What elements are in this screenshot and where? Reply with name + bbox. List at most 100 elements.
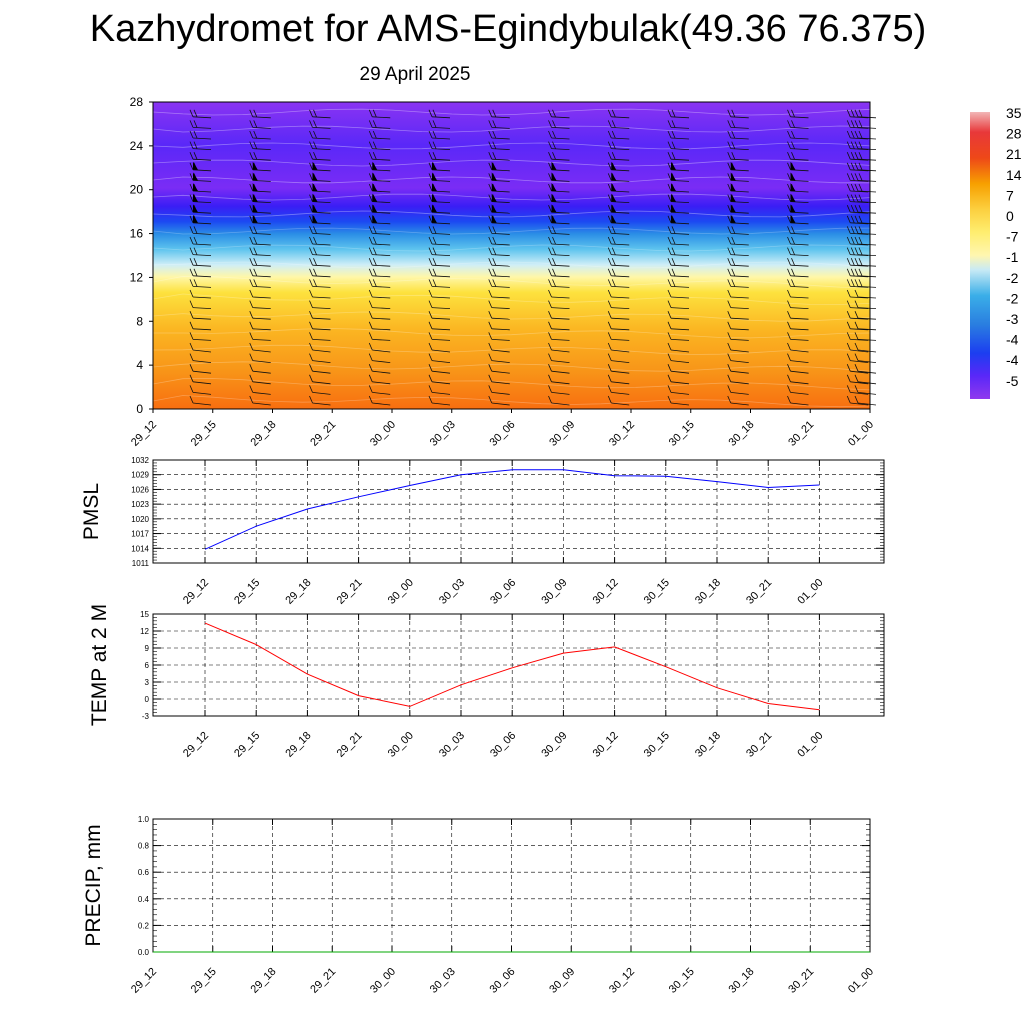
wind-barb-shaft: [730, 392, 749, 395]
wind-barb-feather: [850, 215, 855, 223]
x-tick-label: 30_00: [386, 577, 416, 607]
wind-barb-shaft: [670, 127, 690, 129]
wind-barb-shaft: [252, 158, 271, 161]
wind-barb-feather: [846, 332, 851, 340]
xsec-x-tick-label: 30_03: [428, 419, 458, 449]
x-tick-label: 30_15: [642, 577, 672, 607]
wind-barb-feather: [854, 289, 859, 298]
wind-barb-shaft: [611, 254, 630, 256]
wind-barb-shaft: [551, 317, 570, 320]
wind-barb-shaft: [857, 243, 877, 246]
wind-barb-pennant: [611, 214, 617, 223]
wind-barb-feather: [189, 205, 194, 213]
wind-barb-shaft: [730, 116, 749, 119]
y-axis-label: PMSL: [80, 483, 103, 540]
wind-barb-shaft: [857, 360, 877, 363]
xsec-x-tick-label: 30_06: [488, 419, 518, 449]
x-tick-label: 30_12: [591, 577, 621, 607]
wind-barb-feather: [548, 236, 552, 245]
wind-barb-shaft: [252, 169, 271, 172]
wind-barb-feather: [428, 183, 433, 192]
wind-barb-feather: [488, 353, 493, 361]
wind-barb-feather: [428, 268, 433, 276]
wind-barb-shaft: [431, 392, 451, 395]
wind-barb-feather: [854, 342, 859, 351]
wind-barb-feather: [309, 215, 313, 223]
wind-barb-feather: [189, 152, 194, 160]
x-tick-label: 29_15: [232, 730, 262, 760]
wind-barb-shaft: [312, 137, 331, 140]
wind-barb-feather: [671, 226, 676, 234]
cross-section-x-axis: 29_12 29_15 29_18 29_21 30_00 30_03 30_06 30_09…: [129, 409, 876, 449]
wind-barb-feather: [249, 120, 254, 128]
isotherm-line: [152, 361, 871, 372]
wind-barb-shaft: [857, 116, 877, 119]
wind-barb-feather: [309, 364, 313, 372]
wind-barb-feather: [791, 236, 795, 245]
wind-barb-shaft: [491, 254, 510, 256]
wind-barb-shaft: [252, 127, 271, 129]
wind-barb-feather: [253, 258, 258, 266]
isotherm-line: [153, 328, 871, 339]
wind-barb-feather: [488, 226, 493, 234]
wind-barb-feather: [368, 247, 373, 255]
wind-barb-feather: [731, 226, 736, 234]
wind-barb-shaft: [372, 148, 391, 150]
wind-barb-shaft: [551, 137, 570, 140]
wind-barb-feather: [488, 141, 493, 149]
wind-barb-feather: [552, 226, 556, 234]
wind-barb-feather: [846, 205, 851, 213]
x-tick-label: 30_18: [693, 577, 723, 607]
wind-barb-feather: [858, 268, 863, 276]
wind-barb-shaft: [252, 381, 271, 385]
wind-barb-feather: [607, 364, 612, 372]
wind-barb-feather: [488, 205, 493, 213]
wind-barb-feather: [727, 300, 732, 308]
y-axis-label: TEMP at 2 M: [88, 604, 111, 726]
wind-barb-feather: [488, 385, 493, 393]
wind-barb-feather: [791, 258, 795, 266]
wind-barb-pennant: [252, 183, 258, 191]
wind-barb-pennant: [372, 183, 378, 191]
wind-barb-pennant: [312, 193, 318, 202]
wind-barb-feather: [727, 353, 732, 361]
wind-barb-feather: [667, 109, 672, 117]
y-tick-label: 0: [145, 695, 150, 704]
wind-barb-shaft: [431, 349, 451, 353]
wind-barb-feather: [667, 162, 672, 170]
wind-barb-feather: [846, 268, 851, 276]
wind-barb-shaft: [611, 392, 630, 395]
x-tick-label: 29_12: [181, 577, 211, 607]
wind-barb-shaft: [491, 116, 510, 119]
wind-barb-pennant: [790, 183, 796, 191]
wind-barb-feather: [488, 268, 493, 276]
isotherm-line: [152, 227, 871, 235]
wind-barb-shaft: [252, 148, 271, 150]
wind-barb-feather: [249, 311, 254, 319]
wind-barb-feather: [667, 236, 672, 245]
wind-barb-feather: [607, 205, 612, 213]
wind-barb-shaft: [611, 381, 630, 385]
wind-barb-shaft: [192, 190, 212, 193]
wind-barb-feather: [667, 385, 672, 393]
wind-barb-shaft: [372, 233, 391, 235]
wind-barb-shaft: [790, 381, 809, 385]
wind-barb-feather: [850, 173, 855, 181]
wind-barb-feather: [667, 215, 672, 223]
wind-barb-feather: [548, 162, 552, 170]
wind-barb-feather: [846, 258, 851, 266]
wind-barb-shaft: [551, 222, 570, 225]
wind-barb-feather: [731, 141, 736, 149]
wind-barb-feather: [193, 236, 198, 245]
wind-barb-shaft: [192, 328, 212, 331]
wind-barb-feather: [850, 205, 855, 213]
wind-barb-feather: [846, 342, 851, 351]
wind-barb-shaft: [372, 360, 391, 363]
wind-barb-feather: [189, 332, 194, 340]
wind-barb-feather: [432, 279, 437, 287]
wind-barb-feather: [309, 152, 313, 160]
wind-barb-feather: [249, 141, 254, 149]
wind-barb-feather: [309, 374, 313, 382]
wind-barb-shaft: [850, 275, 869, 278]
wind-barb-feather: [727, 152, 732, 160]
